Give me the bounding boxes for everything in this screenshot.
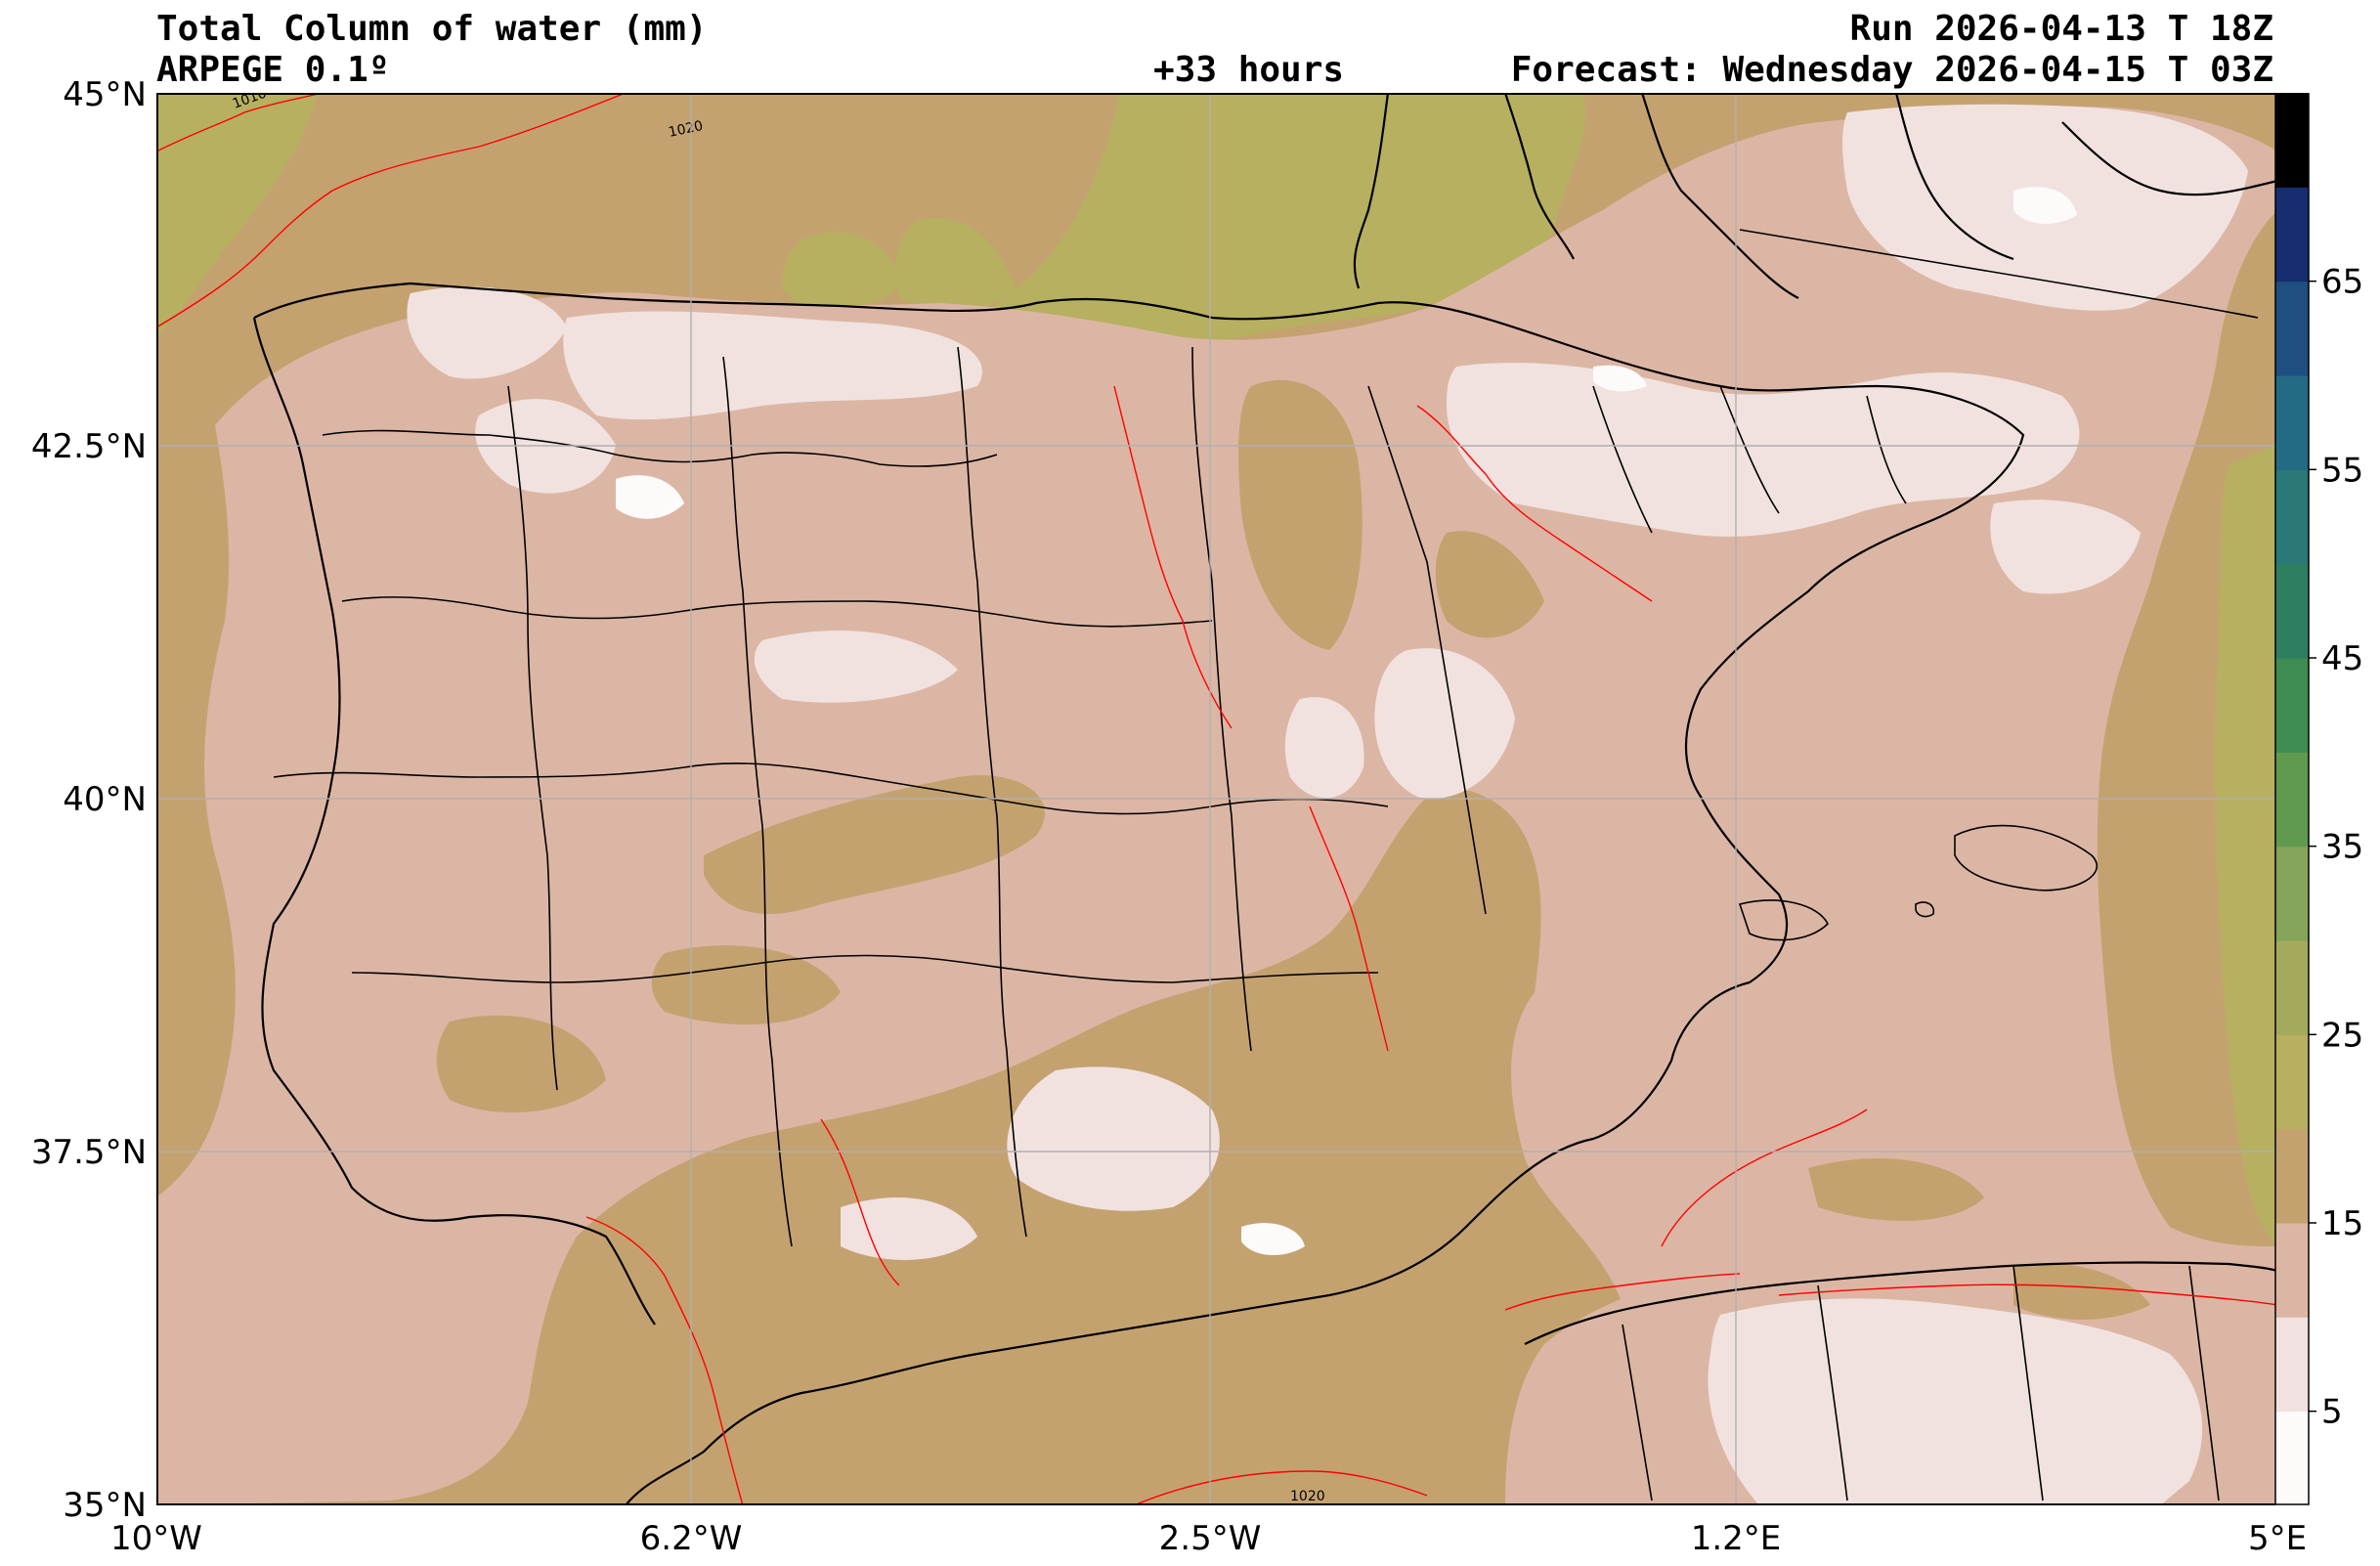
lon-label-10w: 10°W [110,1519,202,1558]
colorbar-ticks: 65 55 45 35 25 15 5 [2309,263,2363,1432]
lon-label-6-2w: 6.2°W [640,1519,743,1558]
isobars [156,93,2277,1505]
field-band-5-10 [407,104,2248,1505]
lat-label-37-5n: 37.5°N [31,1133,147,1172]
lon-label-2-5w: 2.5°W [1159,1519,1262,1558]
colorbar-band [2275,658,2309,753]
colorbar-band [2275,1223,2309,1318]
colorbar-band [2275,375,2309,470]
colorbar-band [2275,752,2309,848]
isobar-label: 1020 [668,118,705,141]
region-borders [273,229,2259,1501]
colorbar-band [2275,563,2309,659]
colorbar-band [2275,940,2309,1035]
colorbar-band [2275,1034,2309,1130]
lat-label-45n: 45°N [63,75,147,114]
run-time: Run 2026-04-13 T 18Z [1849,9,2273,49]
colorbar-band [2275,469,2309,565]
colorbar-tick-label: 35 [2321,828,2363,867]
colorbar-band [2275,93,2309,188]
forecast-time: Forecast: Wednesday 2026-04-15 T 03Z [1510,50,2273,90]
isobar-label: 1020 [1290,1489,1325,1504]
lat-label-35n: 35°N [63,1486,147,1525]
lat-label-40n: 40°N [63,780,147,819]
colorbar-tick-label: 65 [2321,263,2363,302]
colorbar-tick-label: 15 [2321,1204,2363,1243]
lead-time: +33 hours [1153,50,1345,90]
graticule [156,93,2277,1505]
colorbar-band [2275,187,2309,283]
map-panel: 1010 1020 1020 [156,93,2277,1505]
colorbar-frame [2274,93,2310,1505]
colorbar-bands [2275,93,2309,1505]
colorbar-tick-label: 25 [2321,1016,2363,1055]
field-band-0-5 [616,187,2077,1256]
lon-label-5e: 5°E [2248,1519,2307,1558]
chart-title: Total Column of water (mm) [156,9,708,49]
colorbar-band [2275,1317,2309,1413]
lon-label-1-2e: 1.2°E [1691,1519,1782,1558]
colorbar-tick-label: 45 [2321,639,2363,678]
colorbar-band [2275,281,2309,376]
model-name: ARPEGE 0.1º [156,50,390,90]
colorbar: 65 55 45 35 25 15 5 [2274,93,2363,1505]
lat-label-42-5n: 42.5°N [31,427,147,466]
colorbar-tick-label: 55 [2321,451,2363,490]
colorbar-band [2275,1411,2309,1505]
colorbar-band [2275,1128,2309,1224]
colorbar-band [2275,846,2309,941]
colorbar-tick-label: 5 [2321,1393,2343,1432]
